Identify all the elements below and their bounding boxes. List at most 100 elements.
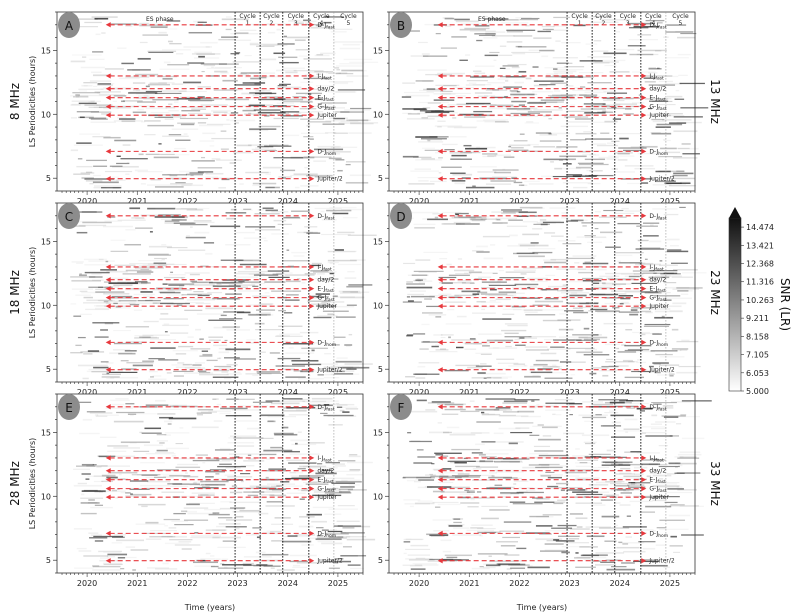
spectro-streak [453,521,462,524]
spectro-streak [616,347,620,350]
spectro-streak [152,375,162,377]
spectro-streak [98,258,104,261]
spectro-streak [198,494,215,496]
spectro-streak [540,475,552,477]
spectro-streak [225,414,252,417]
spectro-streak [134,337,159,339]
spectro-streak [171,219,187,221]
spectro-streak [502,168,506,171]
spectro-streak [502,313,515,315]
spectro-streak [94,336,109,338]
spectro-streak [314,148,344,151]
spectro-streak [315,85,334,87]
spectro-streak [171,455,177,457]
spectro-streak [482,345,490,347]
spectro-streak [221,371,229,373]
reference-arrow-left-icon [105,104,111,110]
x-tick-label: 2025 [660,388,680,397]
spectro-streak [149,338,176,341]
spectro-streak [118,300,137,302]
spectro-streak [587,491,610,493]
spectro-streak [138,265,167,267]
spectro-streak [337,505,355,507]
spectro-streak [471,524,493,526]
spectro-streak [92,464,97,466]
spectro-streak [577,459,599,461]
spectro-streak [114,264,136,266]
spectro-streak [604,540,617,542]
spectro-streak [543,158,567,161]
spectro-streak [518,243,538,246]
spectro-streak [162,177,188,179]
spectro-streak [150,376,154,378]
spectro-streak [475,365,492,367]
phase-label: ES phase [478,16,506,23]
spectro-streak [236,259,260,261]
spectro-streak [658,85,666,87]
spectro-streak [619,137,629,140]
spectro-streak [335,360,362,363]
spectro-streak [555,40,561,42]
spectro-streak [145,85,150,88]
spectro-streak [177,249,206,251]
spectro-streak [666,95,683,98]
spectro-streak [486,377,492,379]
spectro-streak [231,409,260,411]
spectro-streak [83,302,111,304]
spectro-streak [668,514,691,517]
reference-line-label: Jupiter/2 [316,558,343,565]
spectro-streak [214,70,228,73]
spectro-streak [441,301,466,303]
spectro-streak [285,294,299,296]
spectro-streak [267,420,274,422]
spectro-streak [290,439,309,442]
spectro-streak [466,80,488,82]
spectro-streak [328,151,351,153]
spectro-streak [260,453,277,456]
spectro-streak [175,353,187,355]
spectro-streak [188,99,215,101]
spectro-streak [410,568,426,570]
spectro-streak [477,532,496,534]
spectro-streak [575,477,600,479]
spectro-streak [191,426,219,429]
spectro-streak [203,64,216,67]
spectro-streak [96,104,110,107]
spectro-streak [169,274,186,276]
spectro-streak [103,562,122,565]
spectro-streak [519,133,525,135]
spectro-streak [611,566,627,568]
spectro-streak [204,533,226,535]
spectro-streak [526,120,534,123]
spectro-streak [411,274,428,276]
spectro-streak [186,235,190,237]
spectro-streak [171,520,189,522]
spectro-streak [327,488,337,490]
spectro-streak [329,210,337,213]
spectro-streak [236,144,252,147]
spectro-streak [103,281,112,283]
spectro-streak [217,517,233,519]
x-tick-label: 2024 [610,388,630,397]
spectro-streak [208,336,223,338]
spectro-streak [291,210,310,212]
spectro-streak [306,124,311,127]
spectro-streak [265,75,293,78]
spectro-streak [113,95,127,97]
spectro-streak [589,170,603,172]
spectro-streak [496,541,518,543]
spectro-streak [125,403,135,405]
spectro-streak [202,462,206,464]
spectro-streak [212,536,241,539]
spectro-streak [297,231,313,234]
spectro-streak [440,539,452,542]
spectro-streak [257,273,285,275]
plot-frame [56,202,364,383]
spectro-streak [604,412,619,414]
spectro-streak [94,91,121,93]
spectro-streak [218,38,236,41]
spectro-streak [469,218,483,221]
spectro-streak [658,114,672,117]
spectro-streak [313,491,342,493]
spectro-streak [672,288,700,290]
